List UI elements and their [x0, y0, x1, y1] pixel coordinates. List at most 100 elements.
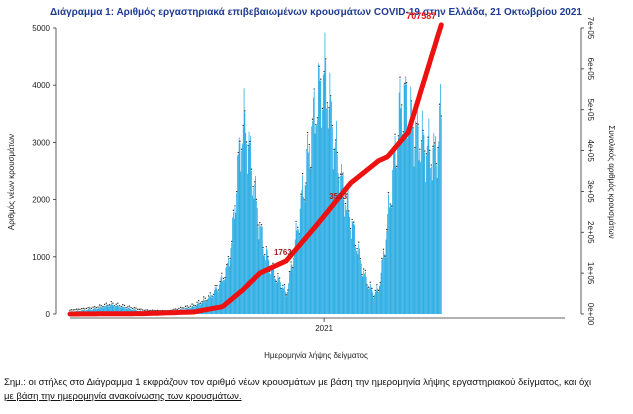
daily-bar — [374, 294, 375, 314]
right-tick-label: 3e+05 — [586, 180, 595, 203]
daily-bar — [318, 67, 320, 314]
daily-value-dot — [372, 295, 375, 298]
daily-bar — [410, 86, 412, 315]
left-y-axis: 0 1000 2000 3000 4000 5000 — [32, 24, 57, 319]
daily-bar — [211, 297, 213, 314]
daily-bar — [255, 175, 256, 314]
daily-bar — [320, 80, 322, 314]
daily-bar — [332, 169, 334, 314]
daily-bar — [351, 220, 353, 314]
daily-bar — [242, 127, 244, 314]
daily-bar — [323, 73, 325, 314]
daily-bar — [436, 177, 438, 314]
daily-value-dot — [275, 280, 277, 283]
daily-bar — [281, 288, 283, 314]
daily-bar — [100, 306, 101, 314]
daily-value-dot — [123, 304, 126, 307]
daily-bar — [407, 138, 408, 314]
daily-bar — [343, 199, 345, 314]
daily-bar — [293, 257, 294, 314]
y-axis-left-title: Αριθμός νέων κρουσμάτων — [7, 134, 16, 230]
daily-bar — [221, 274, 223, 314]
daily-bar — [365, 276, 367, 314]
daily-value-dot — [150, 309, 152, 312]
daily-bar — [407, 134, 409, 314]
daily-bar — [296, 230, 298, 314]
daily-value-dot — [412, 127, 414, 129]
daily-bar — [435, 165, 437, 314]
daily-value-dot — [105, 302, 108, 304]
daily-value-dot — [344, 202, 347, 205]
daily-bar — [126, 308, 128, 314]
daily-bar — [128, 307, 129, 314]
daily-value-dot — [232, 209, 235, 212]
daily-bar — [335, 141, 337, 314]
daily-bar — [406, 84, 407, 314]
daily-bar — [349, 217, 351, 314]
daily-bar — [440, 117, 442, 314]
daily-bar — [401, 106, 403, 315]
daily-value-dot — [234, 205, 236, 207]
annotation-label: 3533 — [329, 192, 347, 201]
daily-value-dot — [186, 305, 188, 307]
daily-bar — [107, 306, 109, 314]
daily-bar — [216, 287, 218, 314]
daily-bar — [247, 173, 248, 314]
daily-bar — [348, 212, 350, 314]
daily-value-dot — [376, 284, 378, 286]
daily-value-dot — [417, 123, 419, 125]
daily-bar — [361, 276, 363, 314]
daily-bar — [391, 207, 393, 314]
daily-bar — [324, 32, 326, 314]
daily-bar — [213, 295, 214, 314]
daily-bar — [294, 239, 296, 314]
daily-bar — [88, 308, 90, 314]
daily-bar — [415, 121, 417, 315]
daily-value-dot — [198, 300, 200, 302]
daily-bar — [340, 175, 341, 314]
daily-bar — [227, 262, 228, 314]
daily-bar — [311, 126, 313, 314]
daily-bar — [226, 266, 228, 314]
daily-value-dot — [199, 302, 202, 304]
daily-bar — [360, 260, 361, 314]
right-tick-label: 5e+05 — [586, 98, 595, 121]
daily-bar — [232, 211, 234, 314]
daily-value-dot — [202, 296, 205, 298]
daily-value-dot — [369, 281, 371, 283]
daily-bar — [307, 134, 308, 314]
daily-bar — [103, 307, 105, 314]
daily-value-dot — [95, 307, 98, 309]
daily-bar — [283, 288, 285, 314]
right-tick-label: 7e+05 — [586, 17, 595, 40]
daily-bar — [256, 200, 257, 314]
daily-bar — [98, 308, 100, 314]
daily-bar — [237, 155, 238, 314]
daily-bar — [120, 308, 122, 314]
daily-value-dot — [219, 280, 221, 283]
daily-value-dot — [69, 309, 71, 311]
daily-bar — [207, 299, 209, 314]
daily-value-dot — [410, 100, 413, 102]
daily-bar — [388, 194, 389, 314]
daily-bar — [393, 153, 394, 314]
daily-bar — [408, 132, 410, 314]
footnote: Σημ.: οι στήλες στο Διάγραμμα 1 εκφράζου… — [4, 376, 630, 404]
daily-bar — [339, 199, 341, 314]
daily-bar — [114, 307, 115, 314]
daily-bar — [305, 184, 307, 314]
daily-bar — [219, 283, 221, 314]
daily-bar — [322, 109, 323, 315]
daily-value-dot — [334, 139, 337, 141]
daily-bar — [354, 224, 355, 314]
daily-value-dot — [318, 65, 320, 68]
daily-value-dot — [331, 124, 334, 127]
daily-value-dot — [89, 307, 91, 309]
daily-bar — [274, 278, 275, 314]
daily-bar — [119, 307, 120, 314]
daily-bar — [368, 288, 370, 314]
daily-bar — [268, 260, 270, 314]
daily-bar — [113, 305, 115, 314]
daily-bar — [413, 166, 415, 314]
daily-bar — [438, 141, 440, 314]
